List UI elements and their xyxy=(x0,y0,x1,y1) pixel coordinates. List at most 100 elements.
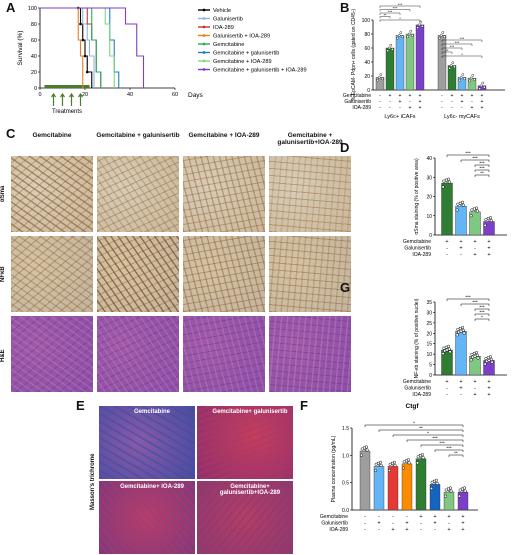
censor-point xyxy=(79,22,82,26)
bar xyxy=(373,466,385,511)
bar xyxy=(385,47,395,91)
data-point xyxy=(439,34,443,37)
bar xyxy=(405,33,415,91)
y-tick-label: 10 xyxy=(426,214,432,220)
y-tick-label: 40 xyxy=(31,54,37,60)
data-point xyxy=(388,462,392,466)
significance-label: * xyxy=(413,421,415,426)
group-label: Ly6c+ iCAFs xyxy=(384,114,415,120)
legend-label: Gemcitabine + galunisertib xyxy=(213,51,279,57)
factor-sign: + xyxy=(409,93,412,99)
factor-sign: - xyxy=(441,99,443,105)
panel-f-letter: F xyxy=(300,398,308,413)
panel-d-letter: D xyxy=(340,140,350,155)
y-tick-label: 40 xyxy=(426,156,432,162)
factor-sign: + xyxy=(487,379,490,385)
panel-e-letter: E xyxy=(76,398,85,413)
data-point xyxy=(453,65,456,69)
panel-b-letter: B xyxy=(340,0,350,15)
y-axis-label: Survival (%) xyxy=(17,30,24,65)
significance-label: *** xyxy=(472,300,478,305)
micrograph-tile xyxy=(96,235,180,313)
y-tick-label: 0.5 xyxy=(342,481,349,487)
nfkb-bar-chart: 0 5 10 15 20 25 30 35 NF-κb staining (% of posit… xyxy=(403,295,507,398)
legend-label: Galunisertib + IOA-289 xyxy=(213,34,270,40)
treatments-label: Treatments xyxy=(52,109,82,115)
bar xyxy=(415,24,425,91)
data-point xyxy=(435,481,439,485)
bar xyxy=(441,182,453,236)
significance-label: ** xyxy=(419,426,423,431)
data-point xyxy=(443,35,446,39)
row-label: NFκB xyxy=(0,266,6,282)
data-point xyxy=(459,76,463,79)
significance-bracket xyxy=(460,159,490,162)
data-point xyxy=(451,61,455,65)
factor-sign: - xyxy=(364,521,366,527)
factor-sign: + xyxy=(419,99,422,105)
censor-point xyxy=(83,54,87,58)
factor-sign: - xyxy=(474,246,476,252)
data-point xyxy=(442,346,446,350)
data-point xyxy=(374,462,378,466)
y-tick-label: 0 xyxy=(367,88,370,94)
data-point xyxy=(461,203,465,207)
factor-sign: + xyxy=(461,521,464,527)
data-point xyxy=(401,35,404,39)
micrograph-tile xyxy=(10,235,94,313)
data-point xyxy=(393,463,397,467)
factor-label: Gemcitabine xyxy=(403,239,431,245)
factor-sign: + xyxy=(487,252,490,258)
factor-sign: - xyxy=(389,99,391,105)
data-point xyxy=(409,29,413,33)
factor-sign: - xyxy=(392,514,394,520)
factor-sign: + xyxy=(481,105,484,111)
factor-sign: + xyxy=(459,239,462,245)
significance-label: *** xyxy=(388,9,393,14)
y-tick-label: 25 xyxy=(426,321,432,327)
masson-tile-label: Gemcitabine+ galunisertib+IOA-289 xyxy=(219,484,281,496)
data-point xyxy=(448,350,452,354)
significance-label: *** xyxy=(479,310,485,315)
data-point xyxy=(478,87,481,90)
y-tick-label: 80 xyxy=(31,22,37,28)
factor-sign: + xyxy=(473,239,476,245)
significance-bracket xyxy=(378,429,464,432)
factor-sign: - xyxy=(364,514,366,520)
significance-bracket xyxy=(474,169,490,172)
factor-sign: + xyxy=(487,239,490,245)
factor-sign: + xyxy=(447,514,450,520)
factor-sign: - xyxy=(446,392,448,398)
micrograph-tile xyxy=(10,315,94,393)
data-point xyxy=(443,349,447,353)
significance-bracket xyxy=(379,12,401,15)
factor-label: IOA-289 xyxy=(352,105,371,111)
treatment-arrow xyxy=(69,92,74,106)
factor-sign: + xyxy=(433,514,436,520)
data-point xyxy=(448,67,451,70)
masson-tile: Gemcitabine+ galunisertib+IOA-289 xyxy=(196,480,294,555)
factor-sign: + xyxy=(405,527,408,533)
significance-bracket xyxy=(379,16,391,19)
micrograph-tile xyxy=(96,155,180,233)
factor-sign: + xyxy=(459,386,462,392)
significance-label: *** xyxy=(465,151,471,156)
x-tick-label: 0 xyxy=(38,92,41,98)
factor-sign: - xyxy=(434,527,436,533)
y-tick-label: 20 xyxy=(426,331,432,337)
y-axis-label: αSma staining (% of positive area) xyxy=(414,158,420,235)
y-tick-label: 10 xyxy=(426,352,432,358)
significance-label: *** xyxy=(432,436,438,441)
masson-tile-label: Gemcitabine+ IOA-289 xyxy=(120,484,184,490)
factor-sign: + xyxy=(399,93,402,99)
significance-bracket xyxy=(420,444,464,447)
legend-marker xyxy=(202,34,206,37)
data-point xyxy=(376,78,379,82)
y-tick-label: 0 xyxy=(34,86,37,92)
bar xyxy=(455,331,467,376)
factor-sign: + xyxy=(419,105,422,111)
data-point xyxy=(365,448,369,452)
ctgf-bar-chart: Ctgf 0.0 0.5 1.0 1.5 Plasma concentration (pg… xyxy=(320,403,478,533)
significance-bracket xyxy=(441,47,463,50)
censor-point xyxy=(85,70,89,74)
